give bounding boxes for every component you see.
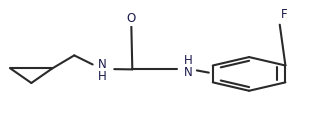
- Text: F: F: [281, 8, 287, 21]
- Text: O: O: [127, 12, 136, 25]
- Text: N
H: N H: [98, 58, 107, 83]
- Text: H
N: H N: [183, 54, 192, 79]
